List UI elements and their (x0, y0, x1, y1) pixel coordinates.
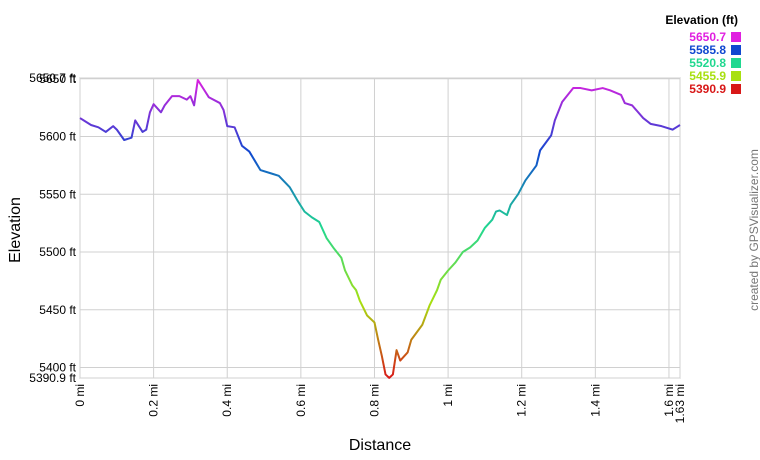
x-tick-label: 0.6 mi (294, 384, 308, 417)
y-tick-label: 5450 ft (39, 303, 76, 317)
credit: created by GPSVisualizer.com (747, 149, 760, 311)
legend-swatch (731, 32, 741, 42)
x-tick-label: 1 mi (441, 384, 455, 407)
legend-swatch (731, 58, 741, 68)
y-tick-label: 5600 ft (39, 130, 76, 144)
legend-value: 5650.7 (689, 30, 726, 44)
x-tick-label: 1.4 mi (588, 384, 602, 417)
y-axis-label: Elevation (7, 197, 24, 263)
legend-value: 5455.9 (689, 69, 726, 83)
x-tick-label: 0.8 mi (367, 384, 381, 417)
plot-area (79, 77, 681, 379)
x-tick-label: 1.63 mi (673, 384, 687, 423)
x-tick-label: 1.2 mi (515, 384, 529, 417)
y-tick-label: 5400 ft (39, 360, 76, 374)
y-tick-label: 5500 ft (39, 245, 76, 259)
x-axis-label: Distance (349, 437, 411, 454)
legend-value: 5520.8 (689, 56, 726, 70)
x-tick-label: 0.2 mi (147, 384, 161, 417)
legend-title: Elevation (ft) (665, 13, 738, 27)
x-tick-label: 0 mi (73, 384, 87, 407)
y-tick-label: 5550 ft (39, 187, 76, 201)
elevation-line (79, 78, 681, 379)
legend-swatch (731, 84, 741, 94)
x-tick-label: 1.6 mi (662, 384, 676, 417)
x-tick-label: 0.4 mi (220, 384, 234, 417)
y-tick-label: 5390.9 ft (29, 371, 76, 385)
legend-swatch (731, 71, 741, 81)
legend-value: 5390.9 (689, 82, 726, 96)
legend-value: 5585.8 (689, 43, 726, 57)
legend-swatch (731, 45, 741, 55)
y-tick-label: 5650.7 ft (29, 71, 76, 85)
y-tick-label: 5650 ft (39, 72, 76, 86)
